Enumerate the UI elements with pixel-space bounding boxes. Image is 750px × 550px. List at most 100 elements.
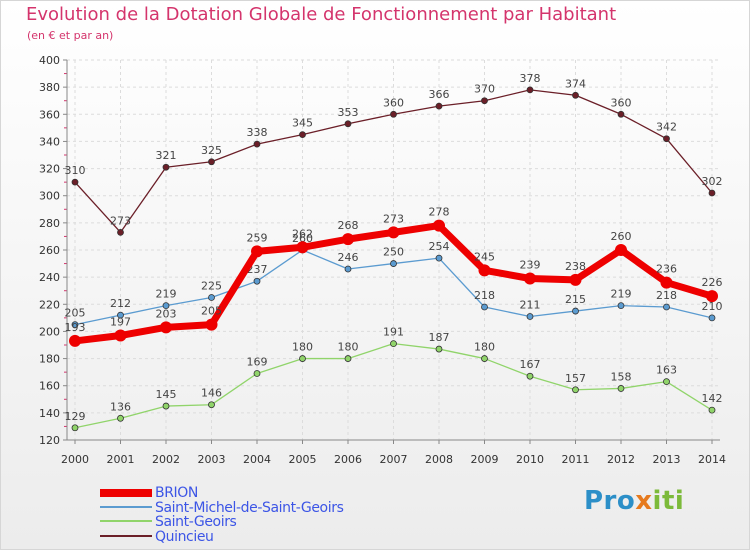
data-point-brion: [251, 245, 263, 258]
data-label-saint-michel-de-saint-geoirs: 218: [474, 289, 495, 302]
data-point-saint-michel-de-saint-geoirs: [253, 277, 261, 285]
data-point-quincieu: [435, 102, 443, 110]
data-point-saint-michel-de-saint-geoirs: [708, 314, 716, 322]
legend-swatch-brion: [100, 489, 152, 497]
y-tick-label: 400: [39, 54, 60, 67]
data-point-quincieu: [663, 135, 670, 143]
data-label-saint-michel-de-saint-geoirs: 254: [429, 240, 450, 253]
x-tick-label: 2003: [198, 453, 226, 466]
data-point-saint-michel-de-saint-geoirs: [526, 313, 534, 320]
x-tick-label: 2011: [562, 453, 590, 466]
data-label-saint-michel-de-saint-geoirs: 225: [201, 280, 222, 293]
data-label-saint-geoirs: 136: [110, 400, 131, 413]
data-label-brion: 278: [429, 206, 450, 219]
data-label-quincieu: 378: [520, 72, 541, 85]
data-point-saint-geoirs: [617, 385, 625, 392]
data-label-quincieu: 360: [383, 96, 404, 109]
data-label-brion: 259: [247, 231, 268, 244]
data-point-quincieu: [572, 91, 579, 99]
y-tick-label: 160: [39, 380, 60, 393]
legend-label-brion: BRION: [155, 485, 198, 501]
data-point-saint-michel-de-saint-geoirs: [344, 265, 352, 273]
data-point-quincieu: [162, 163, 170, 171]
data-label-saint-michel-de-saint-geoirs: 237: [247, 263, 268, 276]
data-point-saint-geoirs: [71, 424, 79, 432]
data-label-saint-geoirs: 129: [65, 410, 86, 423]
data-label-saint-michel-de-saint-geoirs: 250: [383, 246, 404, 259]
y-tick-label: 320: [39, 163, 60, 176]
data-point-brion: [296, 241, 309, 254]
data-point-saint-michel-de-saint-geoirs: [481, 303, 488, 311]
data-label-brion: 260: [611, 230, 632, 243]
data-point-brion: [114, 329, 127, 342]
data-label-brion: 197: [110, 316, 131, 329]
data-point-saint-geoirs: [663, 378, 670, 386]
data-label-saint-michel-de-saint-geoirs: 205: [65, 307, 86, 320]
data-point-brion: [160, 321, 172, 334]
data-point-brion: [342, 233, 354, 246]
data-point-quincieu: [390, 110, 397, 118]
x-tick-label: 2000: [61, 453, 89, 466]
data-point-quincieu: [617, 110, 625, 118]
data-label-saint-geoirs: 142: [702, 392, 723, 405]
data-point-saint-michel-de-saint-geoirs: [117, 311, 124, 319]
y-tick-label: 240: [39, 271, 60, 284]
data-label-saint-michel-de-saint-geoirs: 219: [611, 288, 632, 301]
data-label-quincieu: 321: [156, 149, 177, 162]
data-point-saint-michel-de-saint-geoirs: [208, 294, 215, 301]
data-point-saint-michel-de-saint-geoirs: [435, 254, 443, 262]
y-tick-label: 140: [39, 407, 60, 420]
data-label-quincieu: 370: [474, 83, 495, 96]
data-label-saint-geoirs: 145: [156, 388, 177, 401]
x-tick-label: 2013: [653, 453, 681, 466]
data-label-saint-geoirs: 158: [611, 370, 632, 383]
data-point-saint-geoirs: [117, 414, 124, 422]
x-tick-label: 2012: [607, 453, 635, 466]
data-label-brion: 226: [702, 276, 723, 289]
data-point-saint-geoirs: [435, 345, 443, 353]
data-point-saint-geoirs: [253, 370, 261, 377]
proxiti-logo: Proxiti: [584, 486, 685, 516]
data-label-quincieu: 366: [429, 88, 450, 101]
data-label-saint-geoirs: 191: [383, 326, 404, 339]
data-point-brion: [660, 276, 673, 289]
x-tick-label: 2014: [698, 453, 726, 466]
data-label-saint-geoirs: 187: [429, 331, 450, 344]
data-point-brion: [433, 219, 445, 232]
data-label-brion: 273: [383, 212, 404, 225]
data-point-brion: [205, 318, 218, 331]
x-tick-label: 2001: [107, 453, 135, 466]
data-point-brion: [524, 272, 536, 285]
data-label-saint-geoirs: 146: [201, 387, 222, 400]
y-tick-label: 120: [39, 434, 60, 447]
x-tick-label: 2002: [152, 453, 180, 466]
x-tick-label: 2006: [334, 453, 362, 466]
chart-subtitle: (en € et par an): [27, 29, 114, 42]
y-tick-label: 260: [39, 244, 60, 257]
y-tick-label: 340: [39, 135, 60, 148]
data-point-saint-michel-de-saint-geoirs: [572, 307, 579, 315]
legend-swatch-saint-michel: [100, 505, 152, 508]
data-point-quincieu: [117, 228, 124, 236]
data-label-brion: 238: [565, 260, 586, 273]
data-label-saint-michel-de-saint-geoirs: 210: [702, 300, 723, 313]
data-label-saint-michel-de-saint-geoirs: 212: [110, 297, 131, 310]
data-point-quincieu: [344, 120, 352, 128]
legend-swatch-quincieu: [100, 534, 152, 537]
legend-swatch-saint-geoirs: [100, 520, 152, 522]
data-point-saint-geoirs: [481, 355, 488, 362]
data-label-quincieu: 360: [611, 96, 632, 109]
data-label-saint-michel-de-saint-geoirs: 246: [338, 251, 359, 264]
data-point-saint-michel-de-saint-geoirs: [617, 302, 625, 310]
data-label-quincieu: 338: [247, 126, 268, 139]
data-point-brion: [706, 290, 718, 303]
data-point-saint-geoirs: [708, 406, 716, 414]
x-tick-label: 2007: [380, 453, 408, 466]
x-tick-label: 2005: [289, 453, 317, 466]
data-point-brion: [569, 273, 582, 286]
x-tick-label: 2008: [425, 453, 453, 466]
data-label-saint-geoirs: 180: [292, 341, 313, 354]
y-tick-label: 380: [39, 81, 60, 94]
data-label-brion: 203: [156, 307, 177, 320]
data-point-saint-michel-de-saint-geoirs: [663, 303, 670, 311]
